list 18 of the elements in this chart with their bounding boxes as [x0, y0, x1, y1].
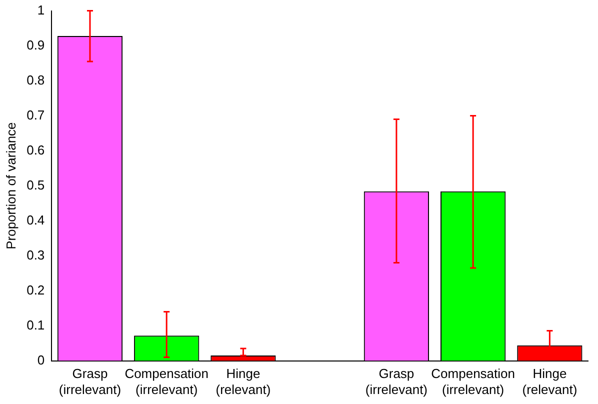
y-tick-label: 0.2: [26, 282, 45, 298]
y-tick-label: 0.1: [26, 317, 45, 332]
y-tick-label: 0: [37, 352, 45, 368]
y-tick-label: 0.8: [26, 72, 45, 88]
y-tick-label: 0.4: [26, 212, 45, 228]
y-tick-label: 1: [37, 2, 45, 18]
y-tick-label: 0.5: [26, 177, 45, 192]
x-tick-label: Grasp (irrelevant): [58, 366, 122, 397]
y-tick-label: 0.6: [26, 142, 45, 158]
y-tick-label: 0.7: [26, 107, 45, 122]
y-axis-title: Proportion of variance: [3, 122, 18, 250]
x-tick-label: Compensation (irrelevant): [431, 366, 515, 397]
x-tick-label: Hinge (relevant): [522, 366, 578, 397]
x-tick-label: Grasp (irrelevant): [365, 366, 428, 397]
y-tick-label: 0.3: [26, 247, 45, 262]
x-tick-label: Hinge (relevant): [216, 366, 271, 397]
y-tick-label: 0.9: [26, 37, 45, 52]
x-tick-label: Compensation (irrelevant): [124, 366, 209, 397]
